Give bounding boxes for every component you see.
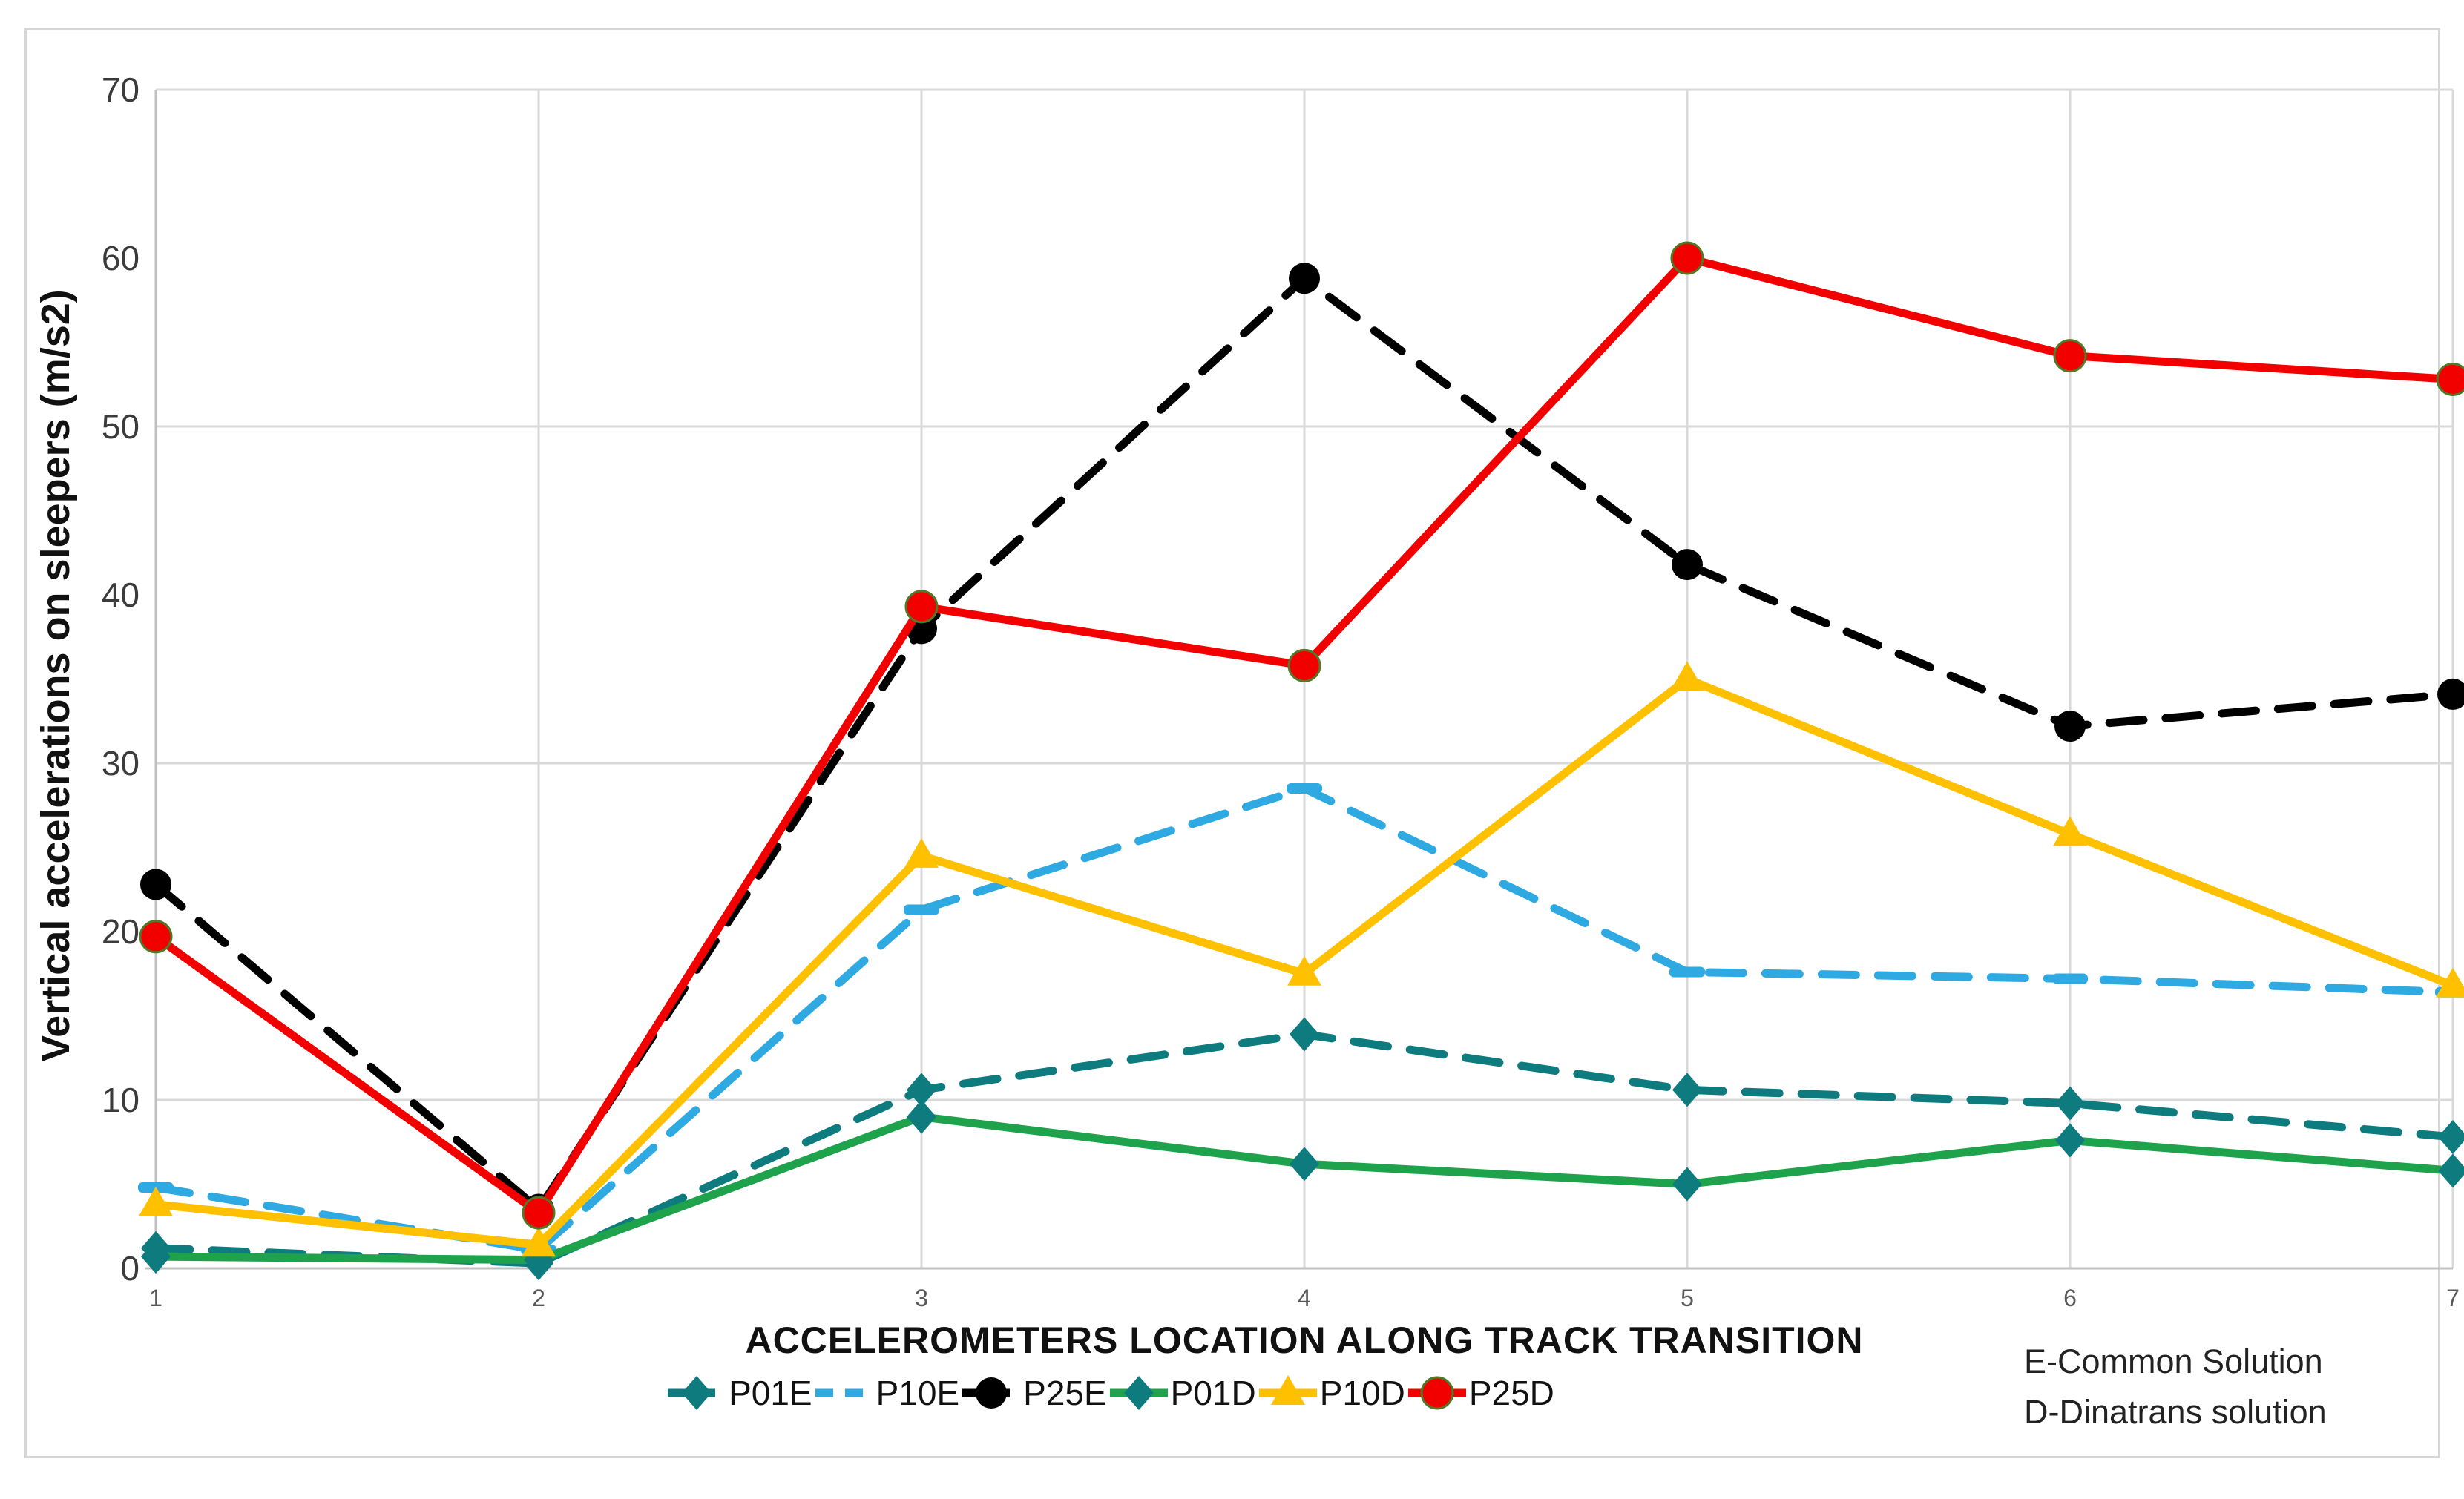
data-point-P01E-6 <box>2055 1086 2085 1121</box>
y-axis-title: Vertical accelerations on sleepers (m/s2… <box>33 289 78 1062</box>
x-tick-label-7: 7 <box>2446 1285 2460 1311</box>
data-point-P01D-4 <box>1290 1147 1319 1182</box>
legend-label-P01E: P01E <box>729 1374 812 1412</box>
legend-item-P25D[interactable]: P25D <box>1405 1371 1554 1415</box>
data-point-P01D-7 <box>2438 1153 2464 1188</box>
data-point-P25E-6 <box>2054 711 2086 742</box>
legend-item-P10D[interactable]: P10D <box>1256 1371 1405 1415</box>
legend-item-P01E[interactable]: P01E <box>665 1371 812 1415</box>
data-point-P25D-1 <box>139 920 173 954</box>
x-tick-label-5: 5 <box>1681 1285 1694 1311</box>
x-tick-label-4: 4 <box>1298 1285 1311 1311</box>
y-tick-label-10: 10 <box>101 1081 139 1119</box>
data-point-P25E-4 <box>1289 263 1320 294</box>
legend-label-P25E: P25E <box>1023 1374 1107 1412</box>
annotation-e-common: E-Common Solution <box>2024 1342 2323 1380</box>
data-point-P25D-6 <box>2053 339 2087 373</box>
data-point-P01D-6 <box>2055 1123 2085 1158</box>
data-point-P01D-5 <box>1672 1167 1702 1202</box>
series-P10D <box>139 661 2464 1257</box>
data-point-P10D-7 <box>2436 967 2464 998</box>
data-point-P10D-3 <box>904 837 939 868</box>
legend-key-annotation: E-Common Solution D-Dinatrans solution <box>2024 1337 2327 1437</box>
y-tick-label-30: 30 <box>101 744 139 783</box>
data-point-P01E-3 <box>907 1073 936 1107</box>
legend-marker-P01E-icon <box>668 1376 726 1410</box>
data-point-P25E-1 <box>140 869 171 900</box>
data-point-P10D-5 <box>1670 661 1704 691</box>
data-point-P10E-4 <box>1287 783 1322 794</box>
y-tick-label-60: 60 <box>101 239 139 277</box>
data-point-P01E-5 <box>1672 1073 1702 1107</box>
data-point-P25E-7 <box>2437 678 2464 710</box>
legend-item-P01D[interactable]: P01D <box>1107 1371 1256 1415</box>
y-tick-label-20: 20 <box>101 912 139 951</box>
data-point-P25D-4 <box>1287 648 1321 682</box>
legend-marker-P25E-icon <box>962 1377 1021 1409</box>
series-P01D <box>141 1099 2464 1277</box>
data-point-P25D-7 <box>2436 362 2464 396</box>
legend-label-P01D: P01D <box>1170 1374 1256 1412</box>
legend-marker-P10D-icon <box>1258 1375 1317 1405</box>
figure-border <box>24 28 2440 1458</box>
legend-marker-P25D-icon <box>1407 1376 1466 1410</box>
data-point-P10D-6 <box>2053 816 2087 846</box>
data-point-P10E-5 <box>1669 966 1705 978</box>
series-P25E <box>140 263 2464 1225</box>
x-tick-label-1: 1 <box>149 1285 162 1311</box>
y-tick-label-70: 70 <box>101 70 139 109</box>
x-axis-title: ACCELEROMETERS LOCATION ALONG TRACK TRAN… <box>745 1320 1864 1361</box>
y-tick-label-0: 0 <box>120 1249 139 1288</box>
data-point-P25D-3 <box>904 590 939 624</box>
data-point-P01D-1 <box>141 1239 171 1274</box>
legend-item-P10E[interactable]: P10E <box>812 1371 960 1415</box>
annotation-d-dinatrans: D-Dinatrans solution <box>2024 1393 2327 1431</box>
data-point-P25E-5 <box>1672 549 1703 581</box>
data-point-P10E-6 <box>2052 973 2088 984</box>
y-tick-label-50: 50 <box>101 407 139 446</box>
data-point-P10E-3 <box>904 904 939 915</box>
x-tick-label-2: 2 <box>532 1285 545 1311</box>
data-point-P25D-2 <box>522 1196 556 1230</box>
data-point-P01D-3 <box>907 1099 936 1134</box>
data-point-P10D-1 <box>139 1186 173 1216</box>
x-tick-label-3: 3 <box>915 1285 928 1311</box>
legend-label-P10E: P10E <box>875 1374 960 1412</box>
legend-label-P10D: P10D <box>1319 1374 1405 1412</box>
data-point-P25D-5 <box>1670 241 1704 275</box>
chart-legend: P01E P10E P25E P01D P10D P25D <box>0 1371 2342 1415</box>
data-point-P10D-2 <box>522 1227 556 1257</box>
legend-marker-P01D-icon <box>1109 1376 1168 1410</box>
y-tick-label-40: 40 <box>101 576 139 614</box>
legend-item-P25E[interactable]: P25E <box>959 1371 1107 1415</box>
x-tick-label-6: 6 <box>2063 1285 2077 1311</box>
legend-label-P25D: P25D <box>1468 1374 1554 1412</box>
data-point-P01E-4 <box>1290 1017 1319 1052</box>
data-point-P10D-4 <box>1287 955 1321 986</box>
series-P25D <box>139 241 2464 1230</box>
legend-marker-P10E-icon <box>815 1388 873 1397</box>
data-point-P01E-7 <box>2438 1119 2464 1154</box>
